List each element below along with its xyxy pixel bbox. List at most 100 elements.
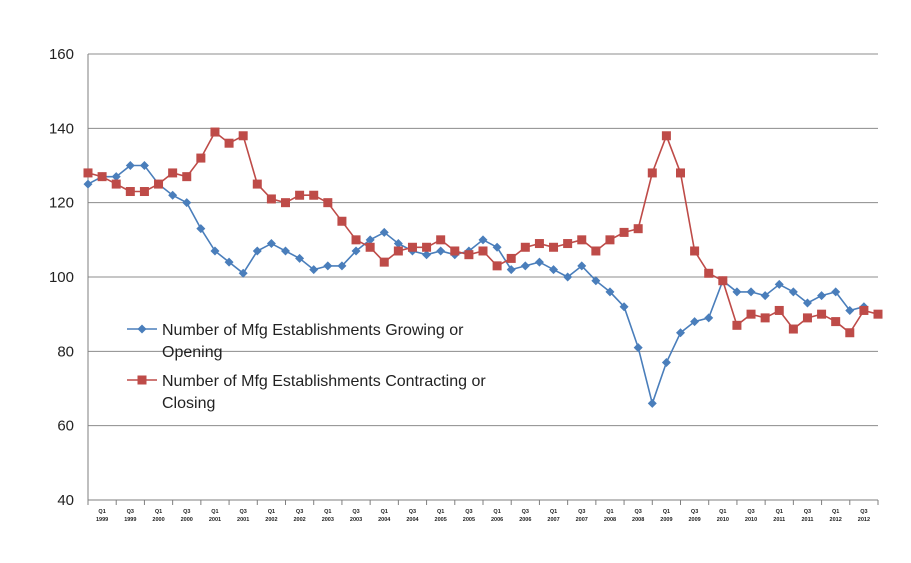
x-tick-label-year: 2001 <box>237 517 249 523</box>
data-point-diamond <box>393 239 403 249</box>
y-tick-label-60: 60 <box>57 418 74 435</box>
x-tick-label: Q1 2003 <box>322 509 334 523</box>
data-point-diamond <box>83 179 93 189</box>
data-point-square <box>309 190 319 200</box>
data-point-diamond <box>351 246 361 256</box>
x-tick-label: Q1 2004 <box>378 509 391 523</box>
data-point-diamond <box>591 276 601 286</box>
data-point-square <box>760 313 770 323</box>
data-point-square <box>859 305 869 315</box>
data-point-square <box>492 261 502 271</box>
data-point-square <box>873 309 883 319</box>
data-point-square <box>111 179 121 189</box>
legend-label-line-2: Opening <box>162 344 223 361</box>
data-point-square <box>295 190 305 200</box>
x-tick-label: Q1 2012 <box>830 509 842 523</box>
x-tick-label-quarter: Q1 <box>268 509 275 515</box>
data-point-diamond <box>647 398 657 408</box>
x-tick-label: Q3 2004 <box>406 509 419 523</box>
y-tick-label-120: 120 <box>49 195 74 212</box>
x-tick-label: Q1 2010 <box>717 509 729 523</box>
x-tick-label-quarter: Q3 <box>127 509 134 515</box>
data-point-square <box>351 235 361 245</box>
x-tick-label: Q1 1999 <box>96 509 108 523</box>
data-point-square <box>831 317 841 327</box>
x-tick-label: Q1 2000 <box>152 509 164 523</box>
data-point-diamond <box>422 250 432 260</box>
x-tick-label-year: 2000 <box>152 517 164 523</box>
data-point-diamond <box>845 305 855 315</box>
data-point-diamond <box>337 261 347 271</box>
data-point-square <box>647 168 657 178</box>
data-point-square <box>125 187 135 197</box>
x-tick-label-year: 2007 <box>576 517 588 523</box>
x-tick-label-year: 2011 <box>801 517 813 523</box>
x-tick-label-year: 1999 <box>96 517 108 523</box>
series-line-2 <box>87 130 879 334</box>
x-tick-label: Q1 2008 <box>604 509 616 523</box>
x-tick-label: Q1 2011 <box>773 509 785 523</box>
series-lines <box>87 130 879 407</box>
data-point-diamond <box>690 317 700 327</box>
x-tick-label-quarter: Q3 <box>409 509 416 515</box>
data-point-square <box>591 246 601 256</box>
x-tick-label-quarter: Q1 <box>776 509 783 515</box>
series-line-1 <box>87 164 865 407</box>
x-tick-label: Q3 2007 <box>576 509 588 523</box>
data-point-square <box>605 235 615 245</box>
data-point-square <box>83 168 93 178</box>
data-point-diamond <box>676 328 685 338</box>
data-point-diamond <box>802 298 812 308</box>
data-point-square <box>746 309 756 319</box>
x-tick-label: Q1 2006 <box>491 509 503 523</box>
y-tick-label-140: 140 <box>49 120 74 137</box>
x-tick-label: Q1 2002 <box>265 509 277 523</box>
gridlines <box>87 53 878 501</box>
data-point-square <box>464 250 474 260</box>
x-tick-label-year: 2010 <box>717 517 729 523</box>
legend-label-line-1: Number of Mfg Establishments Growing or <box>162 322 464 339</box>
data-point-square <box>549 242 559 252</box>
x-tick-label-quarter: Q1 <box>324 509 331 515</box>
data-point-square <box>718 276 728 286</box>
x-tick-label-year: 2007 <box>547 517 559 523</box>
data-point-diamond <box>492 242 502 252</box>
x-tick-label-quarter: Q3 <box>691 509 698 515</box>
x-tick-label: Q3 2002 <box>293 509 305 523</box>
data-point-diamond <box>577 261 587 271</box>
x-tick-label-quarter: Q1 <box>381 509 388 515</box>
x-tick-label-quarter: Q3 <box>183 509 190 515</box>
data-point-square <box>97 172 107 182</box>
legend-marker-diamond <box>137 324 147 334</box>
data-point-square <box>422 242 432 252</box>
x-tick-label-quarter: Q3 <box>465 509 472 515</box>
x-tick-label-quarter: Q3 <box>296 509 303 515</box>
data-point-square <box>534 239 544 249</box>
y-tick-label-40: 40 <box>57 492 74 509</box>
x-tick-label: Q1 2007 <box>547 509 559 523</box>
data-point-diamond <box>520 261 530 271</box>
x-tick-label-year: 2009 <box>660 517 672 523</box>
x-tick-label-year: 2005 <box>463 517 475 523</box>
x-tick-label-year: 2002 <box>293 517 305 523</box>
data-point-square <box>704 268 714 278</box>
x-tick-label: Q3 2010 <box>745 509 757 523</box>
x-tick-label-quarter: Q1 <box>550 509 557 515</box>
data-point-square <box>365 242 375 252</box>
data-point-square <box>802 313 812 323</box>
data-point-diamond <box>788 287 798 297</box>
x-tick-label: Q3 2012 <box>858 509 870 523</box>
x-tick-label: Q3 1999 <box>124 509 136 523</box>
data-point-square <box>379 257 389 267</box>
data-point-diamond <box>281 246 290 256</box>
data-point-diamond <box>549 265 559 275</box>
data-point-diamond <box>365 235 375 245</box>
data-point-diamond <box>704 313 714 323</box>
x-tick-label-year: 2003 <box>350 517 362 523</box>
x-tick-label-year: 2004 <box>406 517 419 523</box>
data-point-diamond <box>111 172 121 182</box>
x-tick-label-quarter: Q1 <box>98 509 105 515</box>
data-point-square <box>661 131 671 141</box>
data-point-square <box>238 131 248 141</box>
